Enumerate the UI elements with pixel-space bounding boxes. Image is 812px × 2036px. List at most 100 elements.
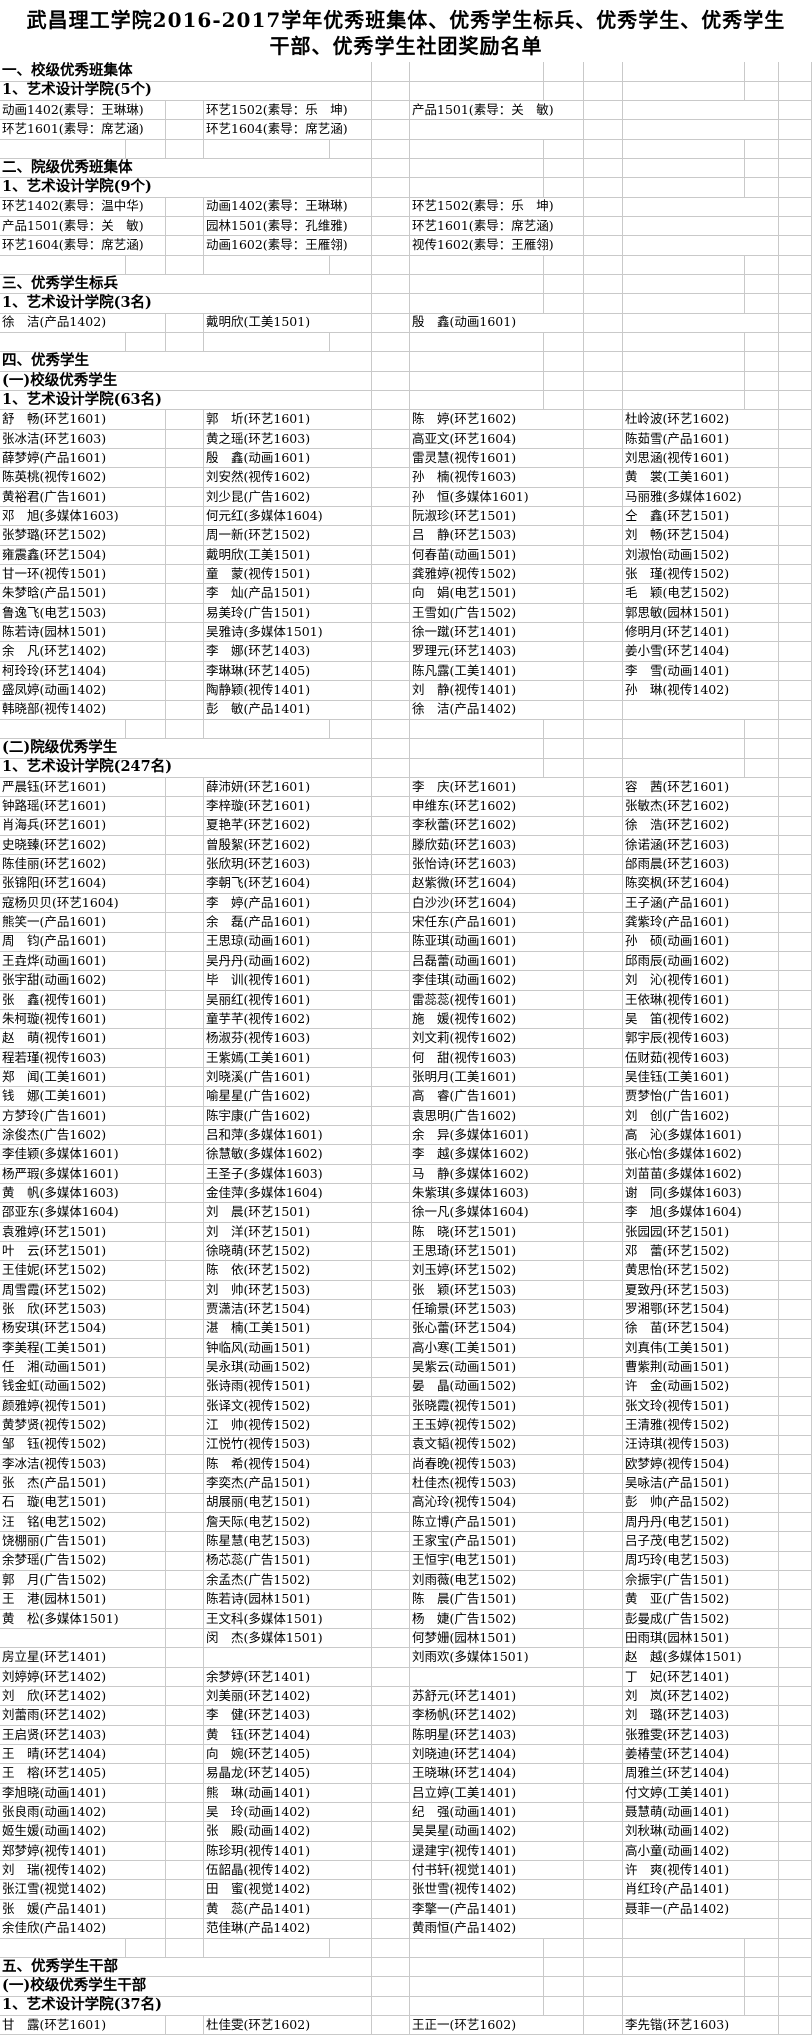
table-cell-name[interactable]: 杜岭波(环艺1602) (623, 410, 745, 430)
table-cell-name[interactable]: 王子涵(产品1601) (623, 894, 745, 914)
table-cell-name[interactable]: 李 雪(动画1401) (623, 662, 745, 682)
table-cell-name[interactable]: 李杨帆(环艺1402) (410, 1706, 544, 1726)
table-cell-name[interactable]: 何 甜(视传1603) (410, 1049, 544, 1069)
table-cell-name[interactable]: 戴明欣(工美1501) (204, 546, 330, 566)
table-cell-name[interactable]: 张良雨(动画1402) (0, 1803, 126, 1823)
table-cell-name[interactable]: 朱紫琪(多媒体1603) (410, 1184, 544, 1204)
table-cell-name[interactable]: 甘一环(视传1501) (0, 565, 126, 585)
table-cell-name[interactable]: 赵 越(多媒体1501) (623, 1648, 745, 1668)
table-cell-name[interactable]: 张雅雯(环艺1403) (623, 1726, 745, 1746)
table-cell-name[interactable]: 汪诗琪(视传1503) (623, 1435, 745, 1455)
table-cell-name[interactable]: 刘思涵(视传1601) (623, 449, 745, 469)
table-cell-name[interactable]: 雷蕊蕊(视传1601) (410, 991, 544, 1010)
table-cell-name[interactable]: 郑 闻(工美1601) (0, 1068, 126, 1088)
table-cell-name[interactable]: 杜佳杰(视传1503) (410, 1474, 544, 1494)
table-cell-name[interactable]: 钱金虹(动画1502) (0, 1377, 126, 1397)
table-cell-name[interactable]: 何元红(多媒体1604) (204, 507, 330, 527)
table-cell-name[interactable]: 谢 同(多媒体1603) (623, 1184, 745, 1204)
table-cell-name[interactable]: 张晓霞(视传1501) (410, 1397, 544, 1417)
table-cell-name[interactable]: 李冰洁(视传1503) (0, 1455, 126, 1475)
table-cell-name[interactable] (204, 1648, 330, 1668)
table-cell-name[interactable]: 环艺1502(素导：乐 坤) (410, 197, 554, 217)
table-cell-name[interactable]: 余梦瑶(广告1502) (0, 1551, 126, 1571)
table-cell-name[interactable]: 李 娜(环艺1403) (204, 642, 330, 662)
table-cell-name[interactable]: 姜椿莹(环艺1404) (623, 1745, 745, 1765)
table-cell-name[interactable]: 史晓臻(环艺1602) (0, 836, 126, 856)
table-cell-name[interactable]: 范佳琳(产品1402) (204, 1919, 330, 1939)
table-cell-name[interactable]: 陈星慧(电艺1503) (204, 1532, 330, 1552)
table-cell-name[interactable]: 严晨钰(环艺1601) (0, 778, 126, 798)
table-cell-name[interactable]: 逯建宇(视传1401) (410, 1842, 544, 1862)
table-cell-name[interactable]: 王文科(多媒体1501) (204, 1610, 330, 1629)
table-cell-name[interactable]: 刘 沁(视传1601) (623, 971, 745, 991)
table-cell-name[interactable]: 贾梦怡(广告1601) (623, 1087, 745, 1107)
table-cell-name[interactable]: 王 港(园林1501) (0, 1590, 126, 1610)
table-cell-name[interactable]: 李先锴(环艺1603) (623, 2016, 745, 2036)
table-cell-name[interactable]: 钟路瑶(环艺1601) (0, 797, 126, 817)
table-cell-name[interactable]: 陈 依(环艺1502) (204, 1261, 330, 1281)
table-cell-name[interactable]: 毕 训(视传1601) (204, 971, 330, 991)
table-cell-name[interactable]: 陈茹雪(产品1601) (623, 430, 745, 450)
table-cell-name[interactable]: 邰雨晨(环艺1603) (623, 855, 745, 875)
table-cell-name[interactable]: 杨淑芬(视传1603) (204, 1029, 330, 1049)
table-cell-name[interactable]: 龚雅婷(视传1502) (410, 565, 544, 585)
table-cell-name[interactable]: 环艺1601(素导：席艺涵) (0, 120, 144, 140)
table-cell-name[interactable]: 刘美丽(环艺1402) (204, 1687, 330, 1707)
table-cell-name[interactable]: 周丹丹(电艺1501) (623, 1513, 745, 1533)
table-cell-name[interactable]: 彭 敏(产品1401) (204, 700, 330, 720)
table-cell-name[interactable]: 吕 静(环艺1503) (410, 526, 544, 546)
table-cell-name[interactable]: 张怡诗(环艺1603) (410, 855, 544, 875)
table-cell-name[interactable]: 黄裕君(广告1601) (0, 488, 126, 508)
table-cell-name[interactable]: 陈亚琪(动画1601) (410, 932, 544, 952)
table-cell-name[interactable]: 刘 洋(环艺1501) (204, 1223, 330, 1243)
table-cell-name[interactable]: 王 晴(环艺1404) (0, 1745, 126, 1765)
table-cell-name[interactable]: 仝 鑫(环艺1501) (623, 507, 745, 527)
table-cell-name[interactable]: 郑梦婷(视传1401) (0, 1842, 126, 1862)
table-cell-name[interactable]: 雷灵慧(视传1601) (410, 449, 544, 469)
table-cell-name[interactable]: 产品1501(素导：关 敏) (410, 101, 554, 121)
table-cell-name[interactable]: 刘文莉(视传1602) (410, 1029, 544, 1049)
table-cell-name[interactable]: 尚春晚(视传1503) (410, 1455, 544, 1475)
table-cell-name[interactable]: 姜小雪(环艺1404) (623, 642, 745, 662)
table-cell-name[interactable]: 盛凤婷(动画1402) (0, 681, 126, 701)
table-cell-name[interactable]: 吴 笛(视传1602) (623, 1010, 745, 1030)
table-cell-name[interactable]: 施 媛(视传1602) (410, 1010, 544, 1030)
table-cell-name[interactable] (623, 217, 745, 237)
table-cell-name[interactable]: 黄 钰(环艺1404) (204, 1726, 330, 1746)
table-cell-name[interactable]: 殷 鑫(动画1601) (410, 313, 544, 333)
table-cell-name[interactable]: 周雅兰(环艺1404) (623, 1764, 745, 1784)
table-cell-name[interactable]: 余 异(多媒体1601) (410, 1126, 544, 1146)
table-cell-name[interactable]: 钟临风(动画1501) (204, 1339, 330, 1359)
table-cell-name[interactable]: 刘安然(视传1602) (204, 468, 330, 488)
table-cell-name[interactable]: 柯玲玲(环艺1404) (0, 662, 126, 682)
table-cell-name[interactable]: 修明月(环艺1401) (623, 623, 745, 643)
table-cell-name[interactable]: 袁雅婷(环艺1501) (0, 1223, 126, 1243)
table-cell-name[interactable]: 李美程(工美1501) (0, 1339, 126, 1359)
table-cell-name[interactable]: 李旭晓(动画1401) (0, 1784, 126, 1804)
table-cell-name[interactable]: 何春苗(动画1501) (410, 546, 544, 566)
table-cell-name[interactable]: 纪 强(动画1401) (410, 1803, 544, 1823)
table-cell-name[interactable]: 张 殿(动画1402) (204, 1822, 330, 1842)
table-cell-name[interactable]: 许 金(动画1502) (623, 1377, 745, 1397)
table-cell-name[interactable]: 张 欣(环艺1503) (0, 1300, 126, 1320)
table-cell-name[interactable]: 王思琦(环艺1501) (410, 1242, 544, 1262)
table-cell-name[interactable]: 郭思敏(园林1501) (623, 604, 745, 624)
table-cell-name[interactable]: 江悦竹(视传1503) (204, 1435, 330, 1455)
table-cell-name[interactable]: 胡展丽(电艺1501) (204, 1493, 330, 1513)
table-cell-name[interactable]: 邓 蕾(环艺1502) (623, 1242, 745, 1262)
table-cell-name[interactable]: 王正一(环艺1602) (410, 2016, 544, 2036)
table-cell-name[interactable]: 王依琳(视传1601) (623, 991, 745, 1010)
table-cell-name[interactable]: 吴佳钰(工美1601) (623, 1068, 745, 1088)
table-cell-name[interactable] (623, 1919, 745, 1939)
table-cell-name[interactable]: 薛梦婷(产品1601) (0, 449, 126, 469)
table-cell-name[interactable]: 余梦婷(环艺1401) (204, 1668, 330, 1688)
table-cell-name[interactable]: 刘淑怡(动画1502) (623, 546, 745, 566)
table-cell-name[interactable]: 容 茜(环艺1601) (623, 778, 745, 798)
table-cell-name[interactable]: 余 磊(产品1601) (204, 913, 330, 933)
table-cell-name[interactable]: 湛 楠(工美1501) (204, 1319, 330, 1339)
table-cell-name[interactable]: 杨安琪(环艺1504) (0, 1319, 126, 1339)
table-cell-name[interactable]: 李琳琳(环艺1405) (204, 662, 330, 682)
table-cell-name[interactable] (623, 700, 745, 720)
table-cell-name[interactable]: 马丽雅(多媒体1602) (623, 488, 745, 508)
table-cell-name[interactable]: 吕子茂(电艺1502) (623, 1532, 745, 1552)
